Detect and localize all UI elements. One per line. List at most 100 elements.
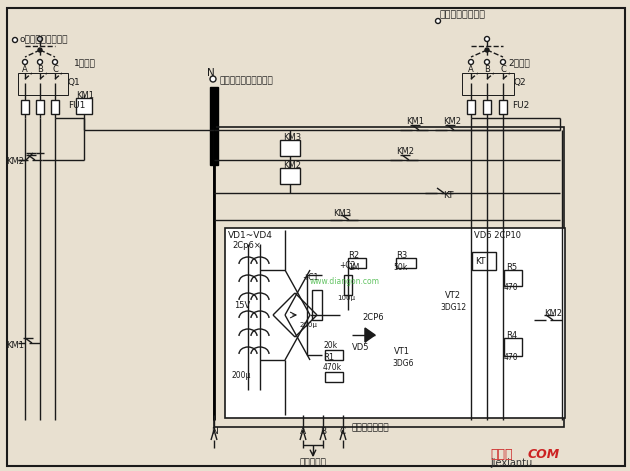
- Text: A: A: [468, 65, 474, 74]
- Text: B: B: [320, 428, 326, 437]
- Text: 470: 470: [504, 284, 518, 292]
- Bar: [280, 168, 300, 184]
- Bar: [483, 99, 491, 114]
- Bar: [18, 73, 68, 95]
- Text: N: N: [210, 428, 217, 437]
- Text: KM2: KM2: [443, 117, 461, 127]
- Bar: [36, 99, 44, 114]
- Text: o单相电源相线接法: o单相电源相线接法: [20, 35, 69, 44]
- Text: A: A: [22, 65, 28, 74]
- Text: 100μ: 100μ: [337, 295, 355, 301]
- Text: 200μ: 200μ: [231, 372, 250, 381]
- Circle shape: [13, 38, 18, 42]
- Circle shape: [38, 48, 42, 52]
- Text: 20k: 20k: [323, 341, 337, 350]
- Text: B: B: [37, 65, 43, 74]
- Text: 单相电源相线接法: 单相电源相线接法: [440, 10, 486, 19]
- Text: 2Cp6×: 2Cp6×: [232, 241, 261, 250]
- Text: 50k: 50k: [393, 263, 407, 273]
- Text: 15V: 15V: [234, 300, 250, 309]
- Text: R3: R3: [396, 251, 407, 260]
- Circle shape: [38, 59, 42, 65]
- Text: KM1: KM1: [406, 117, 424, 127]
- Bar: [499, 99, 507, 114]
- Text: KM2: KM2: [396, 147, 414, 156]
- Bar: [280, 140, 300, 156]
- Text: 2号电源: 2号电源: [508, 58, 530, 67]
- Text: FU1: FU1: [68, 101, 86, 111]
- Bar: [396, 258, 416, 268]
- Text: KT: KT: [475, 257, 486, 266]
- Text: C: C: [52, 65, 58, 74]
- Circle shape: [23, 59, 28, 65]
- Bar: [210, 87, 218, 165]
- Text: Q1: Q1: [67, 79, 80, 88]
- Text: 3DG12: 3DG12: [440, 303, 466, 312]
- Polygon shape: [365, 328, 375, 342]
- Text: R5: R5: [506, 262, 517, 271]
- Circle shape: [210, 76, 216, 82]
- Text: VT1: VT1: [394, 348, 410, 357]
- Circle shape: [500, 59, 505, 65]
- Circle shape: [52, 59, 57, 65]
- Text: R1: R1: [323, 354, 334, 363]
- Text: 2CP6: 2CP6: [362, 314, 384, 323]
- Text: KM3: KM3: [283, 132, 301, 141]
- Text: VT2: VT2: [445, 292, 461, 300]
- Text: N: N: [207, 68, 215, 78]
- Text: VD5: VD5: [352, 342, 370, 351]
- Text: B: B: [484, 65, 490, 74]
- Text: 由此接三相负载: 由此接三相负载: [352, 423, 389, 432]
- Text: 单相或三相电源中性线: 单相或三相电源中性线: [220, 76, 274, 86]
- Text: VD6 2CP10: VD6 2CP10: [474, 230, 521, 239]
- Circle shape: [484, 59, 490, 65]
- Text: FU2: FU2: [512, 101, 529, 111]
- Text: jiexiantu: jiexiantu: [490, 458, 532, 468]
- Bar: [504, 270, 522, 286]
- Text: A: A: [300, 428, 306, 437]
- Text: KM1: KM1: [76, 91, 94, 100]
- Circle shape: [484, 36, 490, 41]
- Bar: [344, 275, 352, 295]
- Text: 470: 470: [504, 354, 518, 363]
- Text: 470k: 470k: [323, 364, 342, 373]
- Bar: [325, 350, 343, 360]
- Bar: [312, 290, 322, 320]
- Text: KM2: KM2: [283, 161, 301, 170]
- Bar: [472, 252, 496, 270]
- Circle shape: [38, 36, 42, 41]
- Text: +C2: +C2: [339, 260, 355, 269]
- Text: VD1~VD4: VD1~VD4: [228, 230, 273, 239]
- Text: KM2: KM2: [544, 309, 562, 317]
- Text: R4: R4: [506, 331, 517, 340]
- Bar: [325, 372, 343, 382]
- Text: 200μ: 200μ: [300, 322, 318, 328]
- Text: 接线图: 接线图: [490, 448, 512, 462]
- Text: 接单相负载: 接单相负载: [299, 458, 326, 467]
- Circle shape: [435, 18, 440, 24]
- Bar: [76, 98, 92, 114]
- Text: COM: COM: [528, 448, 560, 462]
- Text: C: C: [340, 428, 346, 437]
- Text: C: C: [500, 65, 506, 74]
- Text: 3DG6: 3DG6: [392, 358, 413, 367]
- Text: Q2: Q2: [514, 79, 527, 88]
- Text: 1M: 1M: [348, 263, 359, 273]
- Text: KM1: KM1: [6, 341, 24, 349]
- Bar: [348, 258, 366, 268]
- Bar: [462, 73, 514, 95]
- Text: KT: KT: [443, 192, 454, 201]
- Bar: [21, 99, 29, 114]
- Bar: [225, 228, 565, 418]
- Circle shape: [485, 48, 489, 52]
- Text: www.diangon.com: www.diangon.com: [310, 277, 380, 286]
- Text: R2: R2: [348, 251, 359, 260]
- Bar: [504, 338, 522, 356]
- Bar: [214, 127, 564, 427]
- Text: 1号电源: 1号电源: [74, 58, 96, 67]
- Text: KM2: KM2: [6, 157, 24, 167]
- Text: KM3: KM3: [333, 209, 351, 218]
- Text: +C1: +C1: [302, 273, 318, 282]
- Bar: [467, 99, 475, 114]
- Bar: [51, 99, 59, 114]
